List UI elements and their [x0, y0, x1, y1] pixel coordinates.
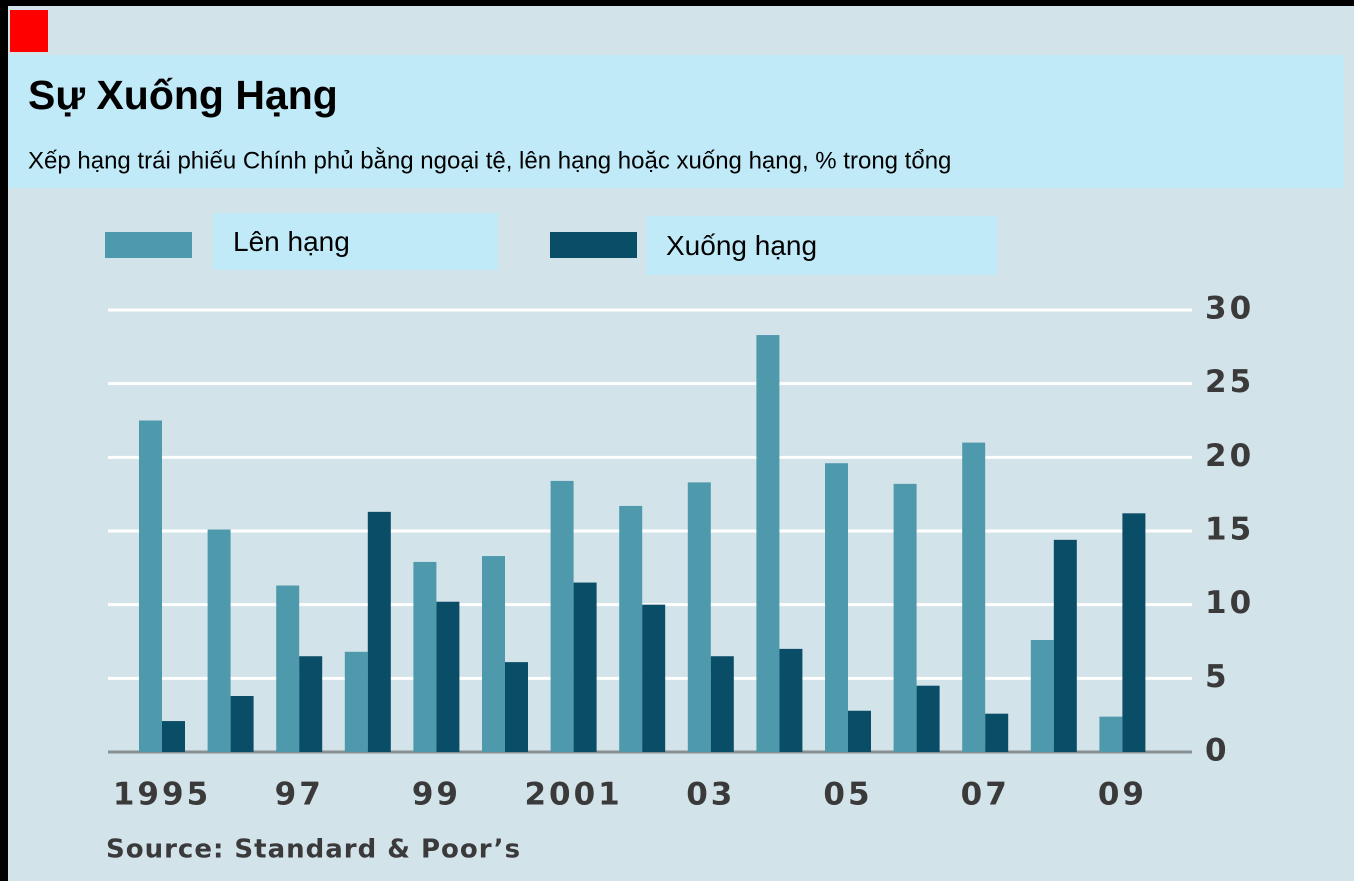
bar [482, 556, 505, 752]
left-border [0, 0, 8, 881]
chart-subtitle: Xếp hạng trái phiếu Chính phủ bằng ngoại… [28, 147, 951, 174]
legend-label-box [646, 216, 997, 275]
x-tick-label: 09 [1098, 777, 1147, 813]
bar [779, 648, 803, 752]
bar [1122, 513, 1146, 752]
source: Source: Standard & Poor’s [106, 835, 521, 865]
x-tick-label: 07 [961, 777, 1010, 813]
x-tick-label: 1995 [113, 777, 211, 813]
y-tick-label: 25 [1205, 364, 1254, 400]
x-tick-label: 03 [686, 777, 735, 813]
legend-swatch [105, 232, 192, 258]
bar [276, 585, 300, 752]
bar [573, 582, 597, 752]
bar [756, 335, 780, 752]
y-tick-label: 15 [1205, 512, 1254, 548]
bar [344, 651, 368, 752]
y-tick-label: 10 [1205, 585, 1254, 621]
bar [367, 511, 391, 752]
y-tick-label: 20 [1205, 438, 1254, 474]
top-border [0, 0, 1354, 6]
x-tick-label: 05 [823, 777, 872, 813]
bar [299, 656, 323, 752]
bar [825, 463, 848, 752]
legend-label-box [213, 213, 498, 270]
bar [1030, 640, 1054, 752]
bar [710, 656, 734, 752]
bar [687, 482, 711, 752]
bar [848, 710, 871, 752]
bar [139, 420, 162, 752]
bar [642, 604, 666, 752]
y-tick-label: 30 [1205, 291, 1254, 327]
bar [962, 442, 986, 752]
legend-label: Xuống hạng [666, 230, 817, 261]
bar [162, 721, 185, 752]
bar [1053, 539, 1077, 752]
bar [413, 561, 437, 752]
y-tick-label: 0 [1205, 733, 1230, 769]
bar [436, 601, 460, 752]
x-tick-label: 2001 [524, 777, 622, 813]
bar [985, 713, 1009, 752]
y-tick-label: 5 [1205, 659, 1230, 695]
bar [550, 480, 574, 752]
x-tick-label: 97 [275, 777, 324, 813]
bar [230, 696, 254, 752]
chart-title: Sự Xuống Hạng [28, 72, 338, 118]
bar [619, 505, 643, 752]
bar [916, 685, 940, 752]
bar [893, 483, 917, 752]
title-band [8, 55, 1344, 188]
red-tag [10, 10, 48, 52]
legend-swatch [550, 232, 637, 258]
bar [505, 662, 528, 752]
bar [1099, 716, 1123, 752]
legend-label: Lên hạng [233, 226, 350, 257]
x-tick-label: 99 [412, 777, 461, 813]
bar [207, 529, 231, 752]
